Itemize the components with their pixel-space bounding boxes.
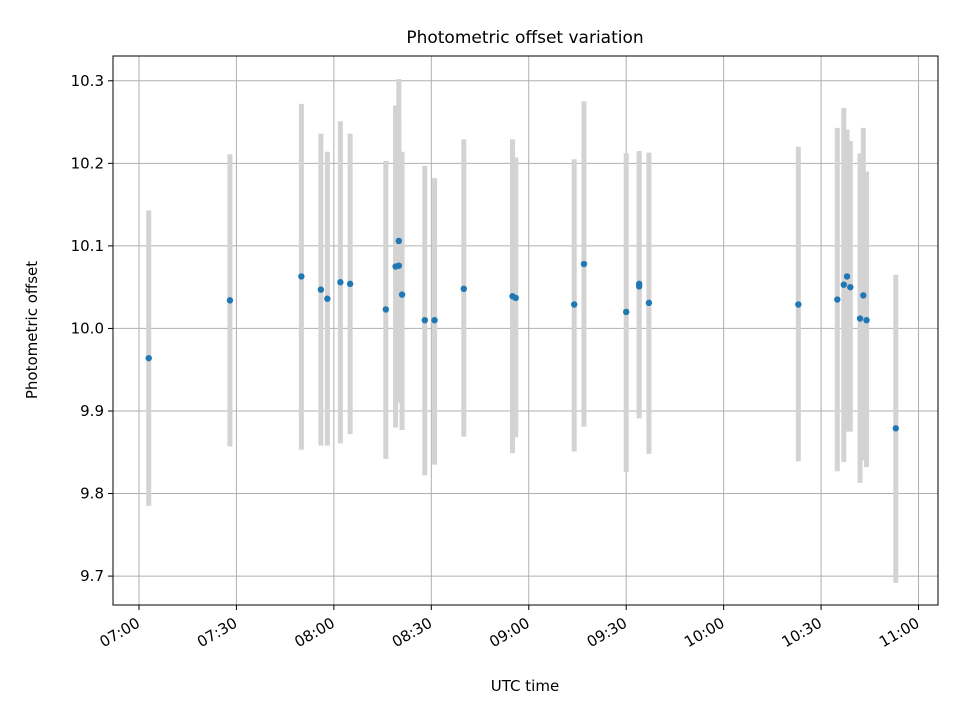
data-point bbox=[856, 315, 864, 322]
x-tick-label: 11:00 bbox=[876, 614, 922, 651]
y-tick-label: 9.7 bbox=[80, 567, 104, 585]
x-tick-label: 07:00 bbox=[97, 614, 143, 651]
data-point bbox=[395, 237, 403, 245]
x-tick-label: 09:30 bbox=[584, 614, 630, 651]
data-point bbox=[421, 316, 429, 324]
data-point bbox=[843, 273, 851, 280]
data-point bbox=[512, 294, 519, 302]
data-point bbox=[645, 299, 653, 307]
data-point bbox=[860, 292, 867, 299]
y-tick-label: 9.9 bbox=[80, 402, 104, 420]
data-points bbox=[145, 237, 899, 432]
data-point bbox=[398, 291, 406, 298]
data-point bbox=[431, 316, 438, 324]
data-point bbox=[337, 279, 344, 286]
y-tick-label: 9.8 bbox=[80, 485, 104, 503]
x-axis-label: UTC time bbox=[491, 677, 559, 695]
data-point bbox=[382, 306, 390, 313]
data-point bbox=[226, 297, 234, 304]
y-tick-label: 10.2 bbox=[71, 154, 104, 172]
data-point bbox=[840, 281, 848, 288]
x-tick-label: 08:00 bbox=[291, 614, 337, 651]
data-point bbox=[622, 308, 630, 316]
x-tick-label: 10:30 bbox=[779, 614, 825, 651]
data-point bbox=[795, 301, 802, 308]
data-point bbox=[892, 425, 899, 432]
data-point bbox=[571, 301, 578, 308]
data-point bbox=[145, 354, 152, 362]
chart-title: Photometric offset variation bbox=[406, 28, 643, 48]
data-point bbox=[346, 280, 354, 288]
data-point bbox=[460, 285, 467, 293]
data-point bbox=[395, 262, 403, 269]
y-tick-label: 10.0 bbox=[71, 319, 104, 337]
data-point bbox=[298, 273, 305, 280]
x-tick-label: 08:30 bbox=[389, 614, 435, 651]
grid bbox=[113, 56, 938, 605]
y-axis: 9.7 9.8 9.9 10.0 10.1 10.2 10.3 bbox=[71, 72, 113, 585]
plot-frame bbox=[112, 55, 939, 606]
data-point bbox=[580, 260, 588, 268]
data-point bbox=[863, 316, 870, 324]
y-tick-label: 10.1 bbox=[71, 237, 104, 255]
y-axis-label: Photometric offset bbox=[23, 261, 41, 399]
data-point bbox=[834, 296, 841, 303]
data-point bbox=[635, 280, 643, 288]
data-point bbox=[324, 295, 331, 302]
y-tick-label: 10.3 bbox=[71, 72, 104, 90]
x-tick-label: 09:00 bbox=[486, 614, 532, 651]
x-tick-label: 10:00 bbox=[681, 614, 727, 651]
data-point bbox=[847, 283, 854, 291]
error-bars bbox=[146, 79, 899, 583]
x-axis: 07:00 07:30 08:00 08:30 09:00 09:30 10:00 10:30… bbox=[97, 605, 923, 651]
x-tick-label: 07:30 bbox=[194, 614, 240, 651]
data-point bbox=[317, 286, 325, 293]
